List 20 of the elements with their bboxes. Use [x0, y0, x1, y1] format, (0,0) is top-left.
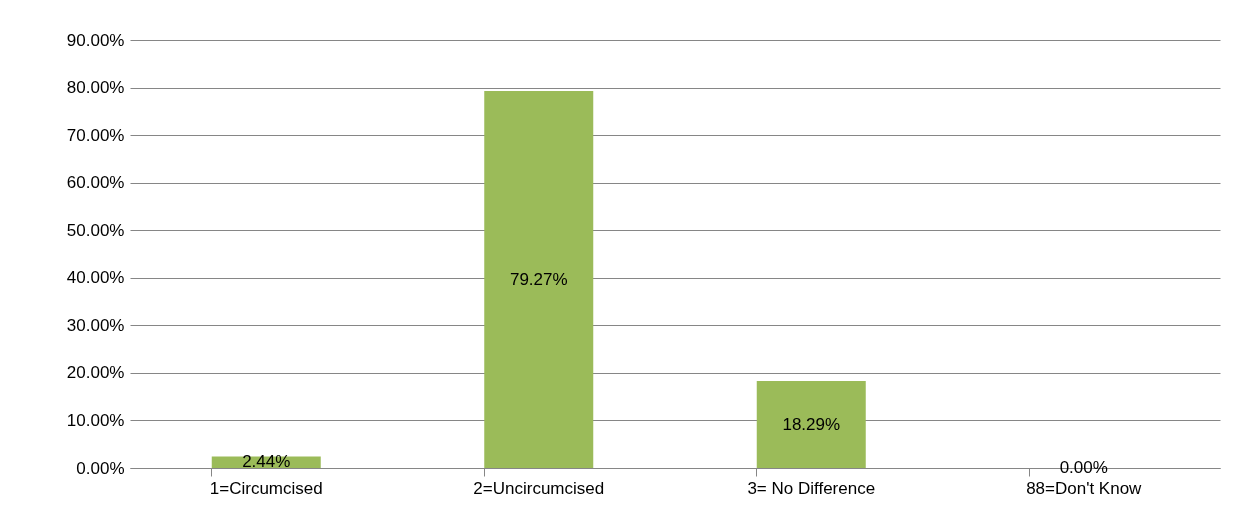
x-tick-label: 3= No Difference	[747, 478, 876, 498]
x-tick-label: 88=Don't Know	[1026, 478, 1143, 498]
y-tick-label: 90.00%	[66, 30, 125, 50]
data-label: 79.27%	[509, 269, 568, 289]
y-tick-label: 70.00%	[66, 125, 125, 145]
x-tick-label: 1=Circumcised	[209, 478, 323, 498]
y-tick-label: 30.00%	[66, 315, 125, 335]
bar	[484, 91, 594, 468]
y-tick-label: 20.00%	[66, 363, 125, 383]
data-label: 2.44%	[242, 452, 291, 472]
y-tick-label: 0.00%	[76, 458, 125, 478]
y-tick-label: 50.00%	[66, 220, 125, 240]
y-tick-label: 80.00%	[66, 78, 125, 98]
data-label: 18.29%	[782, 414, 841, 434]
data-label: 0.00%	[1059, 458, 1108, 477]
y-tick-label: 40.00%	[66, 268, 125, 288]
y-tick-label: 10.00%	[66, 410, 125, 430]
x-tick-label: 2=Uncircumcised	[473, 478, 605, 498]
y-tick-label: 60.00%	[66, 173, 125, 193]
bar	[756, 381, 866, 468]
